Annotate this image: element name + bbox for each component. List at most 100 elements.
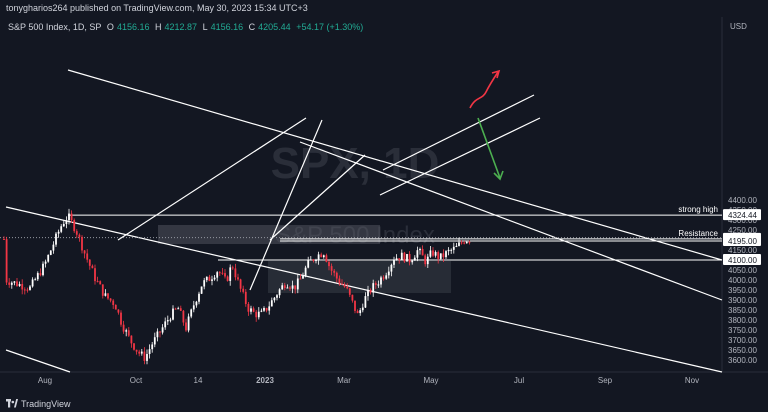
candle-body [153,337,156,345]
candle-body [307,259,310,268]
candle-body [341,283,343,285]
candle-body [187,316,190,331]
candle-body [333,270,336,273]
ohlc-legend: S&P 500 Index, 1D, SP O 4156.16 H 4212.87 … [8,22,366,32]
candle-body [13,281,16,283]
candle-body [127,330,130,336]
candle-body [263,308,265,311]
close-label: C [248,22,256,32]
y-tick-label: 4400.00 [728,196,757,205]
candle-body [151,344,154,350]
candle-body [86,253,89,260]
trend-line [299,141,723,301]
candle-body [34,279,37,281]
price-tag: 4100.00 [728,256,757,265]
candle-body [429,250,432,257]
price-tag: 4195.00 [728,237,757,246]
publish-info: tonygharios264 published on TradingView.… [0,0,768,17]
candle-body [218,272,221,274]
trend-line [67,69,723,261]
candle-body [179,308,182,311]
candle-body [265,308,268,311]
price-tag: 4324.44 [728,211,757,220]
candle-body [16,281,18,287]
candle-body [468,241,471,243]
candle-body [231,267,234,269]
candle-body [390,264,393,272]
candle-body [432,250,434,256]
candle-body [421,248,424,256]
candle-body [408,254,411,263]
candle-body [143,351,146,361]
x-tick-label: Oct [130,376,143,385]
y-tick-label: 4150.00 [728,246,757,255]
candle-body [302,275,304,279]
candle-body [309,259,312,261]
candle-body [377,284,380,286]
candle-body [177,308,180,310]
candle-body [185,322,187,331]
candle-body [294,285,297,290]
brand-name: TradingView [21,399,71,409]
candle-body [273,297,276,301]
candle-body [234,268,237,278]
level-label: Resistance [678,229,718,238]
candle-body [354,300,356,311]
candle-body [419,248,421,251]
candle-body [55,233,57,245]
y-tick-label: 3650.00 [728,346,757,355]
footer-bar: TradingView [0,396,768,412]
candle-body [156,331,159,338]
candle-body [130,335,133,344]
x-tick-label: Nov [685,376,699,385]
candle-body [3,239,5,240]
high-value: 4212.87 [164,22,198,32]
candle-body [125,330,128,332]
candle-body [458,242,460,246]
trend-line [379,117,541,196]
candle-body [211,279,213,281]
candle-body [424,255,427,265]
candle-body [364,296,367,308]
candle-body [356,310,359,314]
candle-body [159,331,161,333]
candle-body [112,300,115,305]
candle-body [5,239,8,283]
candle-body [81,236,83,251]
candle-body [442,253,445,258]
y-tick-label: 3800.00 [728,316,757,325]
candle-body [122,324,125,332]
candle-body [450,249,453,251]
candle-body [96,281,99,283]
candle-body [135,349,138,352]
low-value: 4156.16 [210,22,244,32]
candle-body [452,246,455,250]
candle-body [195,301,198,306]
candle-body [229,267,232,281]
x-tick-label: Jul [514,376,524,385]
high-label: H [155,22,162,32]
candle-body [322,255,325,258]
candle-body [117,309,120,313]
candle-body [190,309,193,317]
candle-body [244,291,247,304]
candle-body [387,271,390,276]
y-tick-label: 3950.00 [728,286,757,295]
open-value: 4156.16 [116,22,150,32]
tradingview-logo[interactable]: TradingView [6,396,71,412]
candle-body [270,300,273,307]
candle-body [133,343,135,350]
candle-body [463,242,466,244]
candle-body [426,256,429,265]
candle-body [276,295,278,298]
candle-body [330,266,333,271]
candle-body [413,257,416,261]
x-tick-label: 2023 [256,376,274,385]
candle-body [148,349,151,355]
candle-body [286,287,289,289]
candle-body [317,254,320,260]
candle-body [346,286,349,289]
candle-body [291,285,294,289]
candle-body [369,289,372,293]
